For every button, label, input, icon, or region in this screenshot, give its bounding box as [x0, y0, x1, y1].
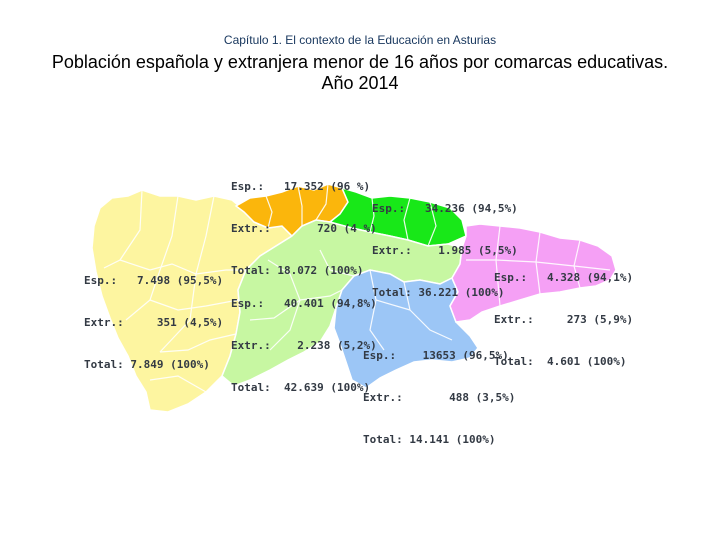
label-oviedo: Esp.: 40.401 (94,8%) Extr.: 2.238 (5,2%)…: [231, 297, 377, 394]
label-oriente: Esp.: 4.328 (94,1%) Extr.: 273 (5,9%) To…: [494, 271, 634, 368]
label-nalon-caudal: Esp.: 13653 (96,5%) Extr.: 488 (3,5%) To…: [363, 349, 516, 446]
chapter-heading: Capítulo 1. El contexto de la Educación …: [223, 33, 497, 47]
region-oriente: [449, 223, 617, 323]
label-gijon: Esp.: 34.236 (94,5%) Extr.: 1.985 (5,5%)…: [372, 202, 518, 299]
municipal-boundaries: [103, 183, 611, 393]
map-title: Población española y extranjera menor de…: [51, 52, 669, 93]
region-nalon-caudal: [333, 269, 479, 389]
label-aviles: Esp.: 17.352 (96 %) Extr.: 720 (4 %) Tot…: [231, 180, 377, 277]
label-occidente: Esp.: 7.498 (95,5%) Extr.: 351 (4,5%) To…: [84, 274, 224, 371]
